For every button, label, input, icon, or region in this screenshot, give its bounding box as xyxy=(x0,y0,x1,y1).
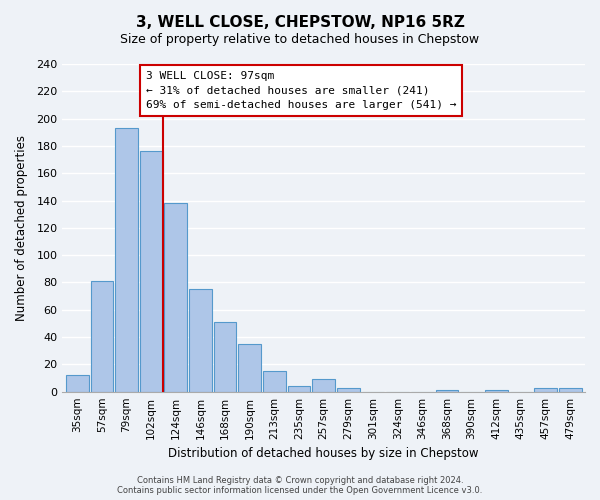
Bar xyxy=(263,371,286,392)
Text: 3 WELL CLOSE: 97sqm
← 31% of detached houses are smaller (241)
69% of semi-detac: 3 WELL CLOSE: 97sqm ← 31% of detached ho… xyxy=(146,70,457,110)
Bar xyxy=(189,290,212,392)
Bar xyxy=(91,281,113,392)
Bar xyxy=(115,128,138,392)
Bar xyxy=(313,380,335,392)
Bar xyxy=(337,388,360,392)
Bar xyxy=(534,388,557,392)
Bar xyxy=(214,322,236,392)
Text: 3, WELL CLOSE, CHEPSTOW, NP16 5RZ: 3, WELL CLOSE, CHEPSTOW, NP16 5RZ xyxy=(136,15,464,30)
Bar xyxy=(485,390,508,392)
Text: Size of property relative to detached houses in Chepstow: Size of property relative to detached ho… xyxy=(121,32,479,46)
Y-axis label: Number of detached properties: Number of detached properties xyxy=(15,135,28,321)
Bar xyxy=(140,152,163,392)
Bar xyxy=(164,204,187,392)
Bar xyxy=(436,390,458,392)
Bar xyxy=(66,376,89,392)
Bar xyxy=(288,386,310,392)
Bar xyxy=(238,344,261,392)
Bar xyxy=(559,388,581,392)
Text: Contains HM Land Registry data © Crown copyright and database right 2024.
Contai: Contains HM Land Registry data © Crown c… xyxy=(118,476,482,495)
X-axis label: Distribution of detached houses by size in Chepstow: Distribution of detached houses by size … xyxy=(169,447,479,460)
